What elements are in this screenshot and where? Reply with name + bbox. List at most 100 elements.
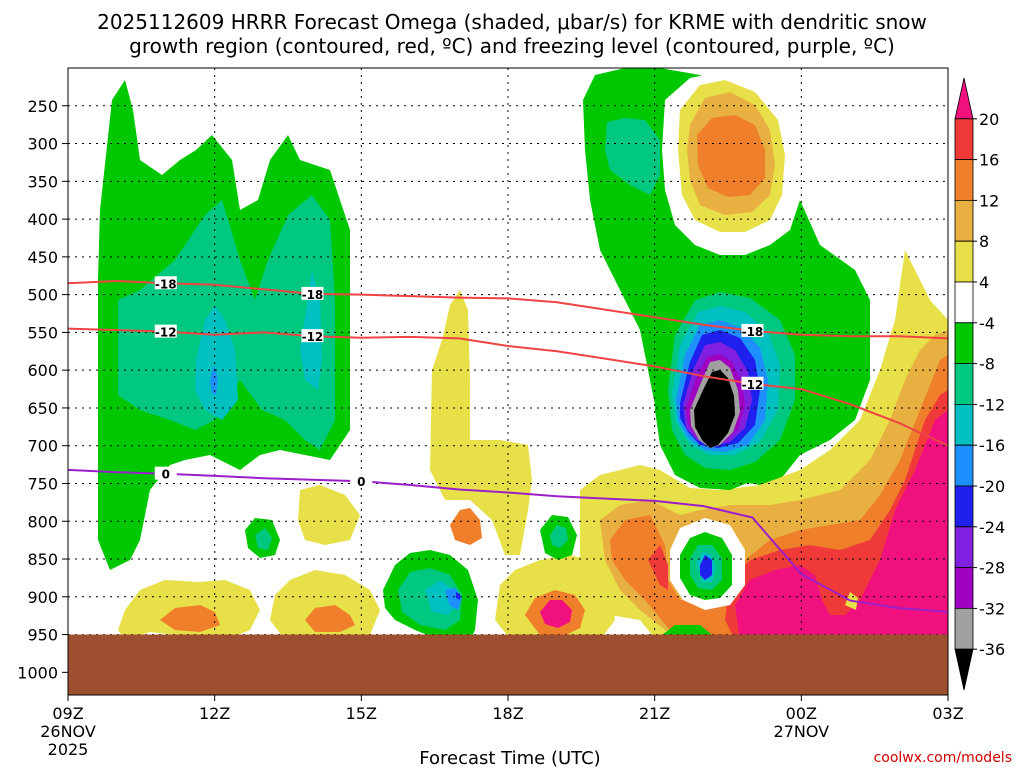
colorbar-label-0: 20	[979, 110, 999, 129]
y-tick-label-900: 900	[27, 588, 58, 607]
colorbar-label-8: -16	[979, 436, 1005, 455]
y-tick-label-600: 600	[27, 361, 58, 380]
colorbar-label-4: 4	[979, 273, 989, 292]
colorbar-label-5: -4	[979, 314, 995, 333]
colorbar-segment-11	[954, 526, 974, 568]
x-tick-label-18Z: 18Z	[492, 704, 523, 723]
colorbar-segment-8	[954, 404, 974, 446]
contour-label-bg-0	[154, 466, 177, 480]
omega-ascent-left-blue	[210, 365, 218, 395]
omega-sink-right-magenta	[735, 410, 948, 650]
y-tick-label-850: 850	[27, 550, 58, 569]
contour-label--12: -12	[742, 378, 764, 392]
x-tick-label-21Z: 21Z	[639, 704, 670, 723]
y-tick-label-500: 500	[27, 286, 58, 305]
x-tick-date-00Z: 27NOV	[774, 722, 830, 741]
colorbar-segment-14	[954, 648, 974, 691]
contour-label-bg--18	[154, 276, 177, 290]
omega-sink-yellow-left	[298, 485, 360, 545]
omega-ascent-teal-small2	[550, 525, 568, 548]
x-tick-date-09Z: 26NOV	[40, 722, 96, 741]
contour-label-bg--12	[154, 324, 177, 338]
colorbar-segment-10	[954, 485, 974, 528]
y-tick-label-550: 550	[27, 323, 58, 342]
y-tick-label-400: 400	[27, 210, 58, 229]
contour-label-bg-0	[350, 474, 373, 488]
y-tick-label-250: 250	[27, 97, 58, 116]
colorbar-segment-6	[954, 322, 974, 364]
y-tick-label-800: 800	[27, 512, 58, 531]
y-tick-label-450: 450	[27, 248, 58, 267]
colorbar-label-2: 12	[979, 191, 999, 210]
colorbar-label-11: -28	[979, 559, 1005, 578]
contour-label-bg--12	[301, 329, 324, 343]
colorbar-segment-1	[954, 118, 974, 160]
omega-ascent-teal-small1	[255, 528, 272, 550]
colorbar-label-13: -36	[979, 640, 1005, 659]
x-axis-label: Forecast Time (UTC)	[419, 748, 600, 768]
contour-label-0: 0	[162, 468, 170, 482]
colorbar-label-12: -32	[979, 599, 1005, 618]
chart-title-line2: growth region (contoured, red, ºC) and f…	[129, 34, 895, 58]
colorbar-segment-0	[954, 77, 974, 120]
y-tick-label-950: 950	[27, 626, 58, 645]
x-tick-label-12Z: 12Z	[199, 704, 230, 723]
colorbar-segment-13	[954, 608, 974, 650]
omega-core-black	[694, 370, 735, 448]
colorbar-label-10: -24	[979, 518, 1005, 537]
omega-colorbar: 20 16 12 8 4 -4 -8 -12 -16 -20 -24 -28 -32 -36	[954, 77, 1005, 691]
colorbar-segment-5	[954, 281, 974, 324]
contour-label--18: -18	[302, 288, 324, 302]
contour-label-bg--12	[741, 376, 764, 390]
colorbar-segment-3	[954, 200, 974, 242]
plot-area: -18 -18 -18 -12 -12 -12 0 0 250 300 350 400 450 500 5…	[17, 67, 964, 759]
y-tick-label-700: 700	[27, 437, 58, 456]
contour-label-bg--18	[741, 323, 764, 337]
omega-sink-orange-small2	[305, 605, 355, 632]
contour-label--12: -12	[302, 330, 324, 344]
colorbar-segment-2	[954, 159, 974, 201]
colorbar-label-6: -8	[979, 355, 995, 374]
contour-label-0: 0	[357, 475, 365, 489]
contour-line-0	[67, 468, 949, 613]
colorbar-label-1: 16	[979, 151, 999, 170]
colorbar-label-3: 8	[979, 232, 989, 251]
omega-ascent-left-mid	[118, 195, 335, 450]
x-tick-label-09Z: 09Z	[52, 704, 83, 723]
colorbar-segment-7	[954, 363, 974, 405]
y-tick-label-300: 300	[27, 135, 58, 154]
omega-ascent-upper-teal	[605, 118, 660, 195]
colorbar-label-9: -20	[979, 477, 1005, 496]
contour-label-bg--18	[301, 286, 324, 300]
colorbar-label-7: -12	[979, 395, 1005, 414]
colorbar-segment-4	[954, 240, 974, 283]
colorbar-segment-9	[954, 444, 974, 487]
contour-line--18	[67, 279, 949, 340]
y-tick-label-650: 650	[27, 399, 58, 418]
omega-ascent-center-blue	[700, 555, 712, 580]
contour-label--12: -12	[155, 326, 177, 340]
omega-sink-orange-small3	[160, 605, 220, 632]
omega-sink-magenta-center	[540, 600, 572, 628]
chart-title-line1: 2025112609 HRRR Forecast Omega (shaded, …	[97, 10, 927, 34]
omega-shading	[98, 68, 948, 655]
pressure-axis: 250 300 350 400 450 500 550 600 650 700 750 800 850 9…	[17, 97, 68, 682]
y-tick-label-1000: 1000	[17, 663, 58, 682]
omega-sink-top-orange	[697, 115, 765, 197]
x-tick-year-09Z: 2025	[48, 740, 89, 759]
y-tick-label-350: 350	[27, 172, 58, 191]
x-tick-label-15Z: 15Z	[346, 704, 377, 723]
contour-label--18: -18	[155, 277, 177, 291]
omega-ascent-lowlevel-cyan	[425, 580, 458, 615]
credit-text: coolwx.com/models	[874, 750, 1012, 766]
contour-label--18: -18	[742, 325, 764, 339]
omega-ascent-lowlevel-deepblue	[456, 592, 460, 600]
y-tick-label-750: 750	[27, 474, 58, 493]
colorbar-segment-12	[954, 567, 974, 609]
contour-line--12	[67, 327, 949, 447]
temperature-contours: -18 -18 -18 -12 -12 -12 0 0	[67, 276, 949, 613]
x-tick-label-03Z: 03Z	[932, 704, 963, 723]
omega-sink-orange-small1	[450, 508, 482, 545]
